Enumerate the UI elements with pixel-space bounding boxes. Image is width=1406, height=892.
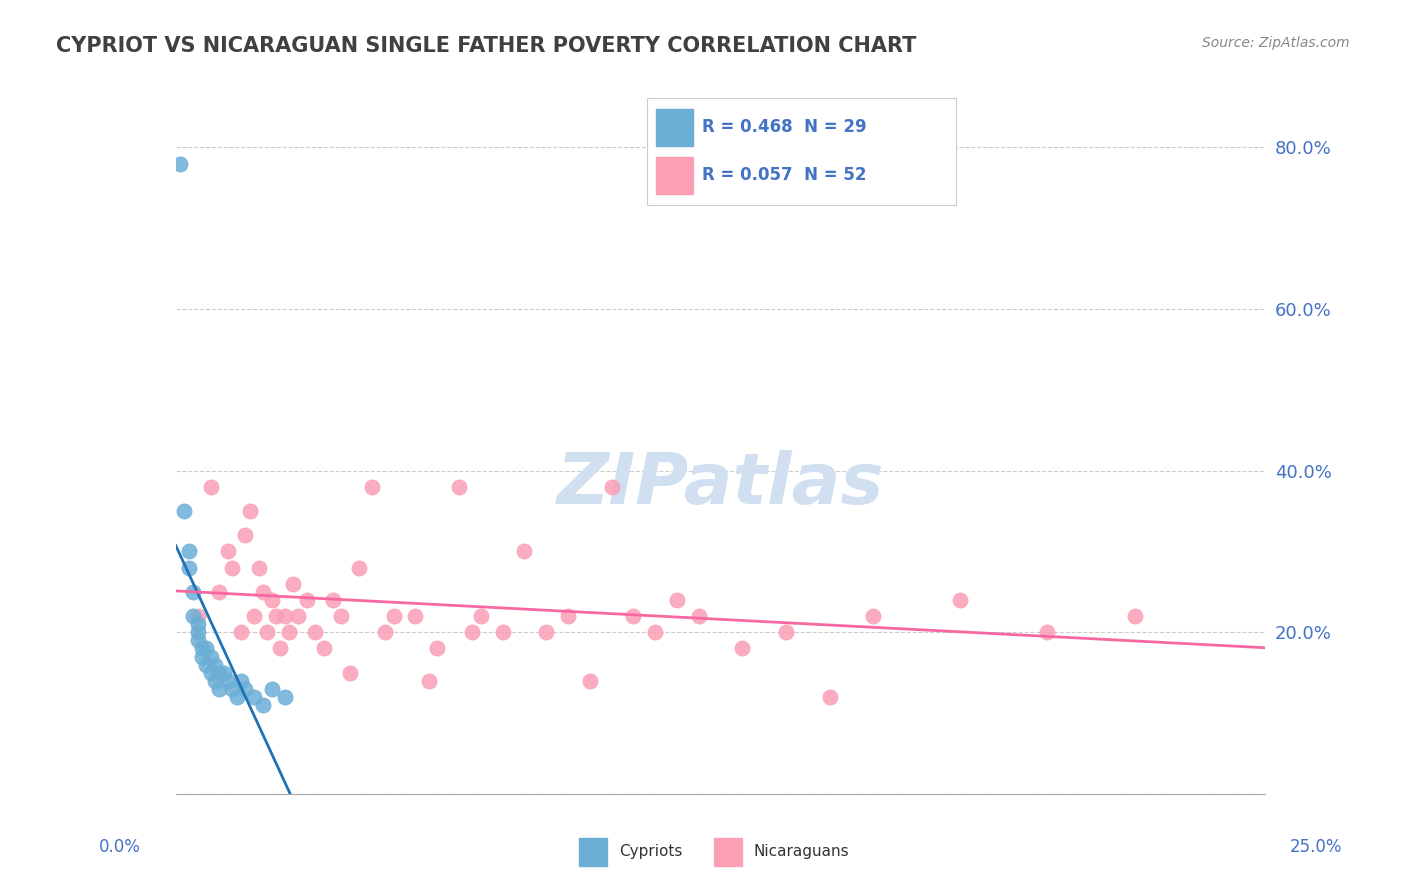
Point <box>269 641 291 656</box>
Point <box>177 560 200 574</box>
Point <box>312 641 335 656</box>
Point <box>235 681 257 696</box>
Point <box>231 625 253 640</box>
Text: R = 0.057  N = 52: R = 0.057 N = 52 <box>703 166 868 184</box>
Point <box>447 480 470 494</box>
Point <box>600 480 623 494</box>
Point <box>492 625 515 640</box>
Point <box>360 480 382 494</box>
Point <box>247 560 270 574</box>
Point <box>283 576 305 591</box>
Point <box>579 673 602 688</box>
Point <box>191 649 214 664</box>
Point <box>295 593 318 607</box>
Point <box>208 665 231 680</box>
Point <box>426 641 449 656</box>
Point <box>221 560 243 574</box>
Point <box>818 690 841 704</box>
Point <box>264 609 287 624</box>
Point <box>173 504 195 518</box>
Point <box>666 593 689 607</box>
Text: ZIPatlas: ZIPatlas <box>557 450 884 519</box>
Point <box>231 673 253 688</box>
Point <box>534 625 557 640</box>
Point <box>274 690 297 704</box>
Point <box>208 681 231 696</box>
Point <box>186 609 209 624</box>
Point <box>1036 625 1059 640</box>
Point <box>181 609 204 624</box>
Point <box>181 585 204 599</box>
Text: Source: ZipAtlas.com: Source: ZipAtlas.com <box>1202 36 1350 50</box>
Bar <box>657 157 693 194</box>
Point <box>775 625 797 640</box>
Bar <box>579 838 607 866</box>
Point <box>217 544 239 558</box>
Point <box>243 690 266 704</box>
Point <box>287 609 309 624</box>
Text: 25.0%: 25.0% <box>1291 838 1343 855</box>
Point <box>212 665 235 680</box>
Text: Nicaraguans: Nicaraguans <box>754 845 849 859</box>
Point <box>731 641 754 656</box>
Point <box>322 593 344 607</box>
Point <box>221 681 243 696</box>
Point <box>688 609 710 624</box>
Point <box>621 609 644 624</box>
Point <box>382 609 405 624</box>
Point <box>374 625 396 640</box>
Point <box>278 625 301 640</box>
Point <box>204 657 226 672</box>
Point <box>186 625 209 640</box>
Point <box>260 681 283 696</box>
Point <box>200 480 222 494</box>
Point <box>225 690 247 704</box>
Point <box>304 625 326 640</box>
Point <box>470 609 492 624</box>
Point <box>252 698 274 712</box>
Point <box>239 504 262 518</box>
Point <box>260 593 283 607</box>
Point <box>1123 609 1146 624</box>
Point <box>195 657 218 672</box>
Text: 0.0%: 0.0% <box>98 838 141 855</box>
Point <box>191 641 214 656</box>
Point <box>186 633 209 648</box>
Bar <box>657 109 693 146</box>
Point <box>200 665 222 680</box>
Point <box>208 585 231 599</box>
Point <box>177 544 200 558</box>
Text: Cypriots: Cypriots <box>619 845 682 859</box>
Point <box>200 649 222 664</box>
Point <box>557 609 579 624</box>
Point <box>347 560 370 574</box>
Point <box>252 585 274 599</box>
Text: R = 0.468  N = 29: R = 0.468 N = 29 <box>703 118 868 136</box>
Point <box>644 625 666 640</box>
Point <box>195 641 218 656</box>
Point <box>217 673 239 688</box>
Point <box>339 665 361 680</box>
Point <box>405 609 427 624</box>
Point <box>418 673 440 688</box>
Point <box>256 625 278 640</box>
Point <box>862 609 884 624</box>
Point <box>235 528 257 542</box>
Point <box>204 673 226 688</box>
Point <box>330 609 353 624</box>
Text: CYPRIOT VS NICARAGUAN SINGLE FATHER POVERTY CORRELATION CHART: CYPRIOT VS NICARAGUAN SINGLE FATHER POVE… <box>56 36 917 55</box>
Point <box>461 625 484 640</box>
Bar <box>714 838 742 866</box>
Point <box>186 617 209 632</box>
Point <box>949 593 972 607</box>
Point <box>243 609 266 624</box>
Point <box>169 156 191 170</box>
Point <box>274 609 297 624</box>
Point <box>513 544 536 558</box>
